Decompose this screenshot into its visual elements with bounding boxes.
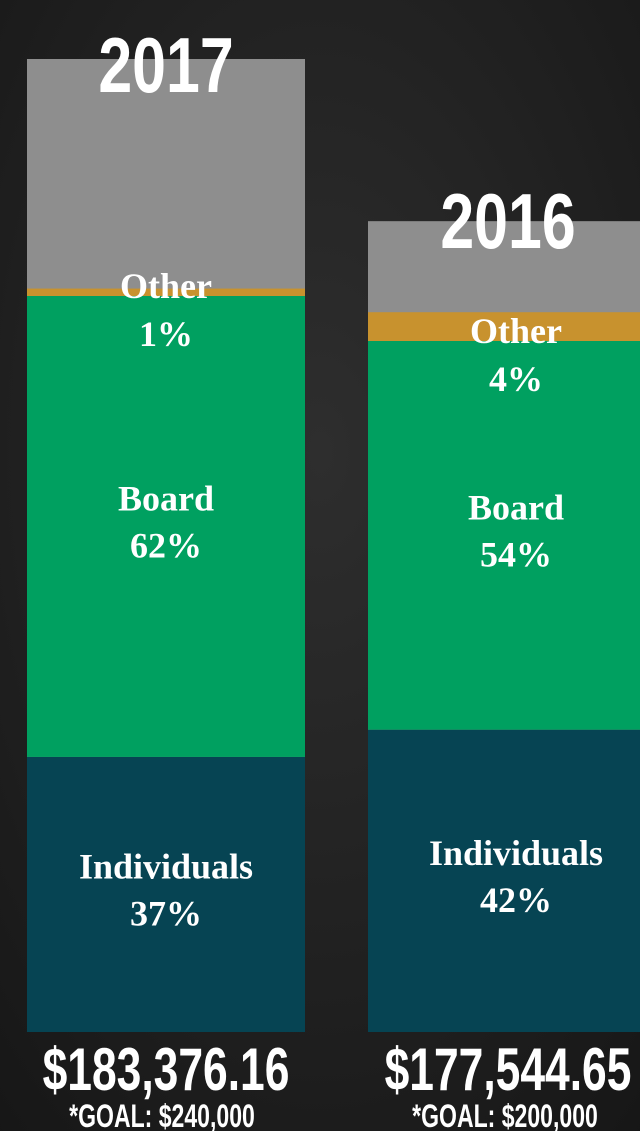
segment-value: 1% — [139, 314, 193, 354]
segment-value: 4% — [489, 359, 543, 399]
segment-name: Board — [118, 478, 214, 518]
segment — [27, 756, 305, 1032]
goal-label: *GOAL: $200,000 — [412, 1098, 598, 1131]
total-raised: $183,376.16 — [43, 1037, 290, 1104]
segment-value: 42% — [480, 880, 552, 920]
goal-label: *GOAL: $240,000 — [69, 1098, 255, 1131]
total-raised: $177,544.65 — [385, 1037, 632, 1104]
year-title: 2017 — [98, 22, 233, 109]
segment-name: Other — [470, 311, 562, 351]
segment — [368, 340, 640, 730]
segment — [27, 288, 305, 296]
segment — [368, 729, 640, 1032]
labels: Individuals 37% Board 62% Other 1% 2017 $183,37… — [43, 22, 632, 1131]
segment — [27, 295, 305, 757]
segment — [368, 312, 640, 341]
bars — [27, 59, 640, 1032]
segment-value: 54% — [480, 534, 552, 574]
segment-name: Board — [468, 487, 564, 527]
segment-value: 37% — [130, 893, 202, 933]
segment-value: 62% — [130, 525, 202, 565]
segment-name: Other — [120, 266, 212, 306]
segment-name: Individuals — [79, 846, 253, 886]
year-title: 2016 — [440, 178, 575, 265]
segment-name: Individuals — [429, 833, 603, 873]
